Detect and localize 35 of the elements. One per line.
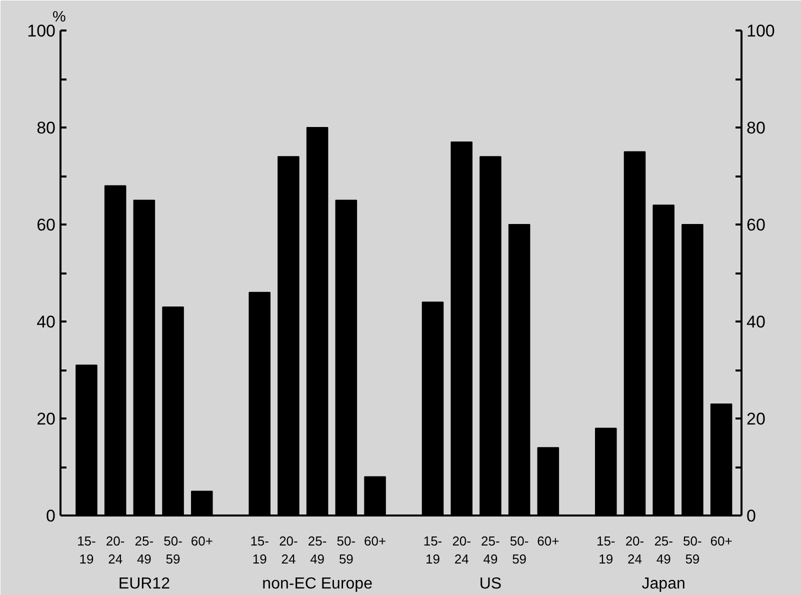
x-tick-label: 25- 49 [654, 534, 673, 566]
x-tick-label: 20- 24 [452, 534, 471, 566]
x-tick-label: 25- 49 [308, 534, 327, 566]
x-tick-label: 25- 49 [134, 534, 154, 566]
x-tick-label: 60+ [537, 534, 560, 548]
y-tick-label: 40 [36, 312, 56, 332]
y2-tick-label: 0 [746, 506, 756, 526]
y2-tick-label: 60 [746, 216, 766, 234]
x-tick-label: 20- 24 [625, 534, 644, 566]
y-tick-label: 60 [36, 216, 56, 234]
x-tick-label: 60+ [364, 534, 386, 548]
y2-tick-label: 100 [746, 22, 775, 40]
y-tick-label: 80 [36, 118, 56, 138]
x-tick-label: 15- 19 [77, 534, 96, 566]
x-tick-label: 25- 49 [481, 534, 500, 566]
x-tick-label: 20- 24 [106, 534, 125, 566]
x-tick-label: 50- 59 [164, 534, 182, 566]
y-tick-label: 20 [36, 410, 56, 428]
text: US [479, 576, 502, 592]
x-tick-label: 60+ [710, 534, 732, 548]
x-tick-label: 20- 24 [279, 534, 298, 566]
y2-tick-label: 20 [746, 410, 766, 428]
y-tick-label: 0 [46, 506, 56, 526]
text: non-EC Europe [262, 576, 373, 592]
x-tick-label: 15- 19 [423, 534, 442, 566]
text: Japan [642, 576, 686, 592]
x-tick-label: 60+ [190, 534, 213, 548]
x-tick-label: 15- 19 [596, 534, 616, 566]
x-tick-label: 50- 59 [683, 534, 702, 566]
x-tick-label: 50- 59 [510, 534, 529, 566]
y2-tick-label: 40 [746, 312, 766, 332]
x-tick-label: 50- 59 [336, 534, 356, 566]
x-tick-label: 15- 19 [250, 534, 270, 566]
text: EUR12 [118, 576, 170, 592]
y2-tick-label: 80 [746, 118, 766, 138]
